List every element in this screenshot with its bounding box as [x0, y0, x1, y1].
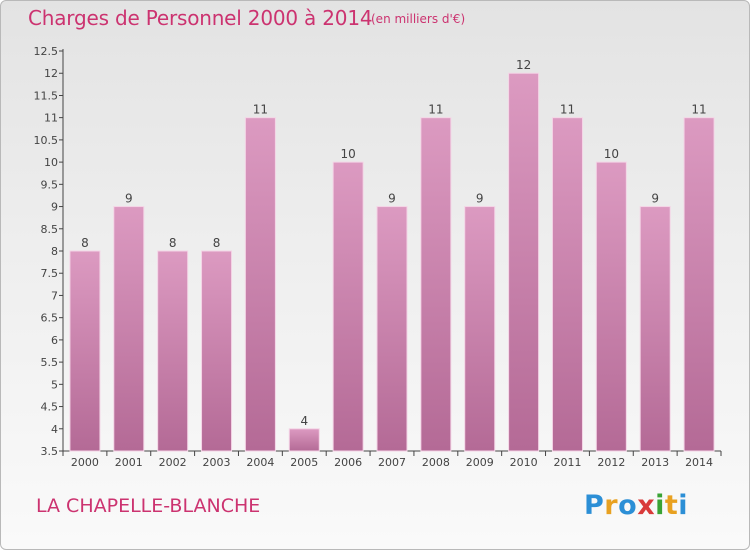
bar [508, 72, 540, 452]
logo-letter: i [655, 490, 665, 521]
x-tick-label: 2009 [466, 456, 494, 469]
y-tick-label: 8 [51, 245, 58, 258]
x-tick-label: 2004 [246, 456, 274, 469]
bar [464, 206, 496, 452]
bar-value-label: 8 [213, 236, 221, 250]
y-tick-label: 4 [51, 423, 58, 436]
x-tick-label: 2006 [334, 456, 362, 469]
x-tick-label: 2007 [378, 456, 406, 469]
bar [595, 161, 627, 452]
y-tick-label: 9 [51, 201, 58, 214]
bar [332, 161, 364, 452]
y-tick-label: 11.5 [34, 89, 59, 102]
y-tick-label: 6 [51, 334, 58, 347]
bar-value-label: 9 [651, 192, 659, 206]
x-tick-label: 2014 [685, 456, 713, 469]
bar [288, 428, 320, 452]
y-tick-label: 5.5 [41, 356, 59, 369]
logo-letter: x [637, 490, 656, 521]
y-tick-label: 6.5 [41, 312, 59, 325]
commune-name: LA CHAPELLE-BLANCHE [36, 495, 261, 517]
y-tick-label: 4.5 [41, 401, 59, 414]
bar [551, 117, 583, 452]
x-tick-label: 2011 [553, 456, 581, 469]
logo-letter: o [618, 490, 638, 521]
bar-value-label: 10 [340, 147, 355, 161]
y-tick-label: 7.5 [41, 267, 59, 280]
bar-value-label: 11 [253, 103, 268, 117]
logo-letter: P [584, 490, 605, 521]
y-tick-label: 10 [44, 156, 58, 169]
y-tick-label: 9.5 [41, 178, 59, 191]
x-tick-label: 2001 [115, 456, 143, 469]
logo-letter: r [604, 490, 619, 521]
x-tick-label: 2003 [203, 456, 231, 469]
x-tick-label: 2005 [290, 456, 318, 469]
bar-value-label: 9 [476, 192, 484, 206]
x-tick-label: 2000 [71, 456, 99, 469]
y-tick-label: 12.5 [34, 45, 59, 58]
logo-letter: t [664, 490, 679, 521]
bar-value-label: 9 [388, 192, 396, 206]
bar-value-label: 11 [691, 103, 706, 117]
bar [113, 206, 145, 452]
bar-value-label: 9 [125, 192, 133, 206]
y-tick-label: 10.5 [34, 134, 59, 147]
y-tick-label: 8.5 [41, 223, 59, 236]
y-tick-label: 5 [51, 378, 58, 391]
x-tick-label: 2010 [510, 456, 538, 469]
bar-value-label: 4 [300, 414, 308, 428]
bar [69, 250, 101, 452]
bar-value-label: 10 [604, 147, 619, 161]
y-tick-label: 3.5 [41, 445, 59, 458]
bar-value-label: 8 [169, 236, 177, 250]
y-tick-label: 7 [51, 289, 58, 302]
x-tick-label: 2013 [641, 456, 669, 469]
bar [639, 206, 671, 452]
bar [683, 117, 715, 452]
x-tick-label: 2012 [597, 456, 625, 469]
bar [157, 250, 189, 452]
bar [420, 117, 452, 452]
bar-value-label: 11 [428, 103, 443, 117]
x-tick-label: 2002 [159, 456, 187, 469]
y-tick-label: 11 [44, 112, 58, 125]
bar-value-label: 12 [516, 58, 531, 72]
bar [201, 250, 233, 452]
chart-title: Charges de Personnel 2000 à 2014 [28, 6, 373, 30]
x-tick-label: 2008 [422, 456, 450, 469]
chart-subtitle: (en milliers d'€) [371, 12, 466, 26]
bar [376, 206, 408, 452]
logo-letter: i [678, 490, 689, 521]
y-tick-label: 12 [44, 67, 58, 80]
bar [244, 117, 276, 452]
proxiti-logo: Proxiti [584, 490, 688, 521]
bar-value-label: 8 [81, 236, 89, 250]
bar-value-label: 11 [560, 103, 575, 117]
